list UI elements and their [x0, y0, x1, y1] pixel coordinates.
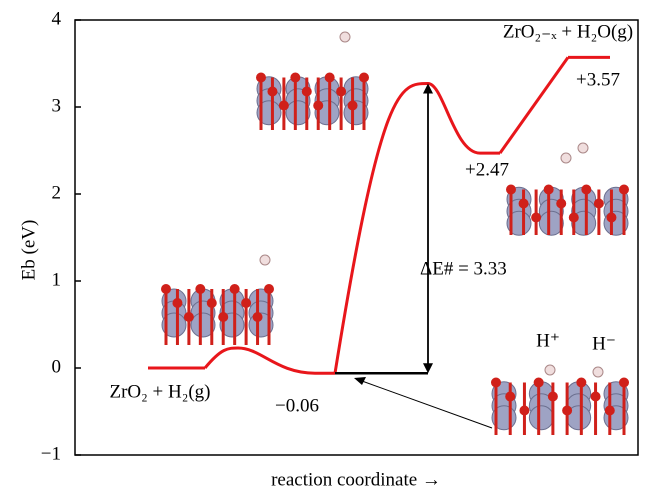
y-tick-label: −1	[41, 443, 61, 464]
y-tick-label: 0	[52, 356, 62, 377]
atom-h	[578, 143, 588, 153]
pointer-arrow	[362, 381, 492, 428]
state-name: ZrO₂₋ₓ + H₂O(g)	[503, 21, 633, 42]
connector	[500, 57, 568, 153]
atom-h	[561, 153, 571, 163]
atom-h	[260, 255, 270, 265]
value-label: −0.06	[275, 395, 319, 416]
atom-h	[593, 367, 603, 377]
barrier-label: ΔE# = 3.33	[420, 258, 507, 279]
state-name: ZrO₂ + H₂(g)	[110, 381, 211, 402]
atom-h	[545, 365, 555, 375]
y-tick-label: 2	[52, 182, 62, 203]
atom-zr	[529, 406, 553, 430]
y-axis-label: Eb (eV)	[18, 220, 39, 281]
value-label: +3.57	[576, 69, 620, 90]
y-tick-label: 4	[52, 8, 62, 29]
species-label: H⁻	[592, 333, 616, 354]
y-tick-label: 3	[52, 95, 62, 116]
x-axis-label: reaction coordinate →	[271, 469, 441, 490]
arrow-head	[354, 377, 366, 385]
value-label: +2.47	[465, 159, 509, 180]
atom-h	[340, 32, 350, 42]
y-tick-label: 1	[52, 269, 62, 290]
barrier-curve	[335, 84, 480, 374]
species-label: H⁺	[536, 330, 560, 351]
chart: reaction coordinate → Eb (eV) −1 0 1 2 3 4 −0.…	[0, 0, 650, 492]
arrow-head	[423, 363, 433, 373]
barrier-curve	[205, 348, 315, 373]
structure-illustrations	[161, 32, 629, 435]
